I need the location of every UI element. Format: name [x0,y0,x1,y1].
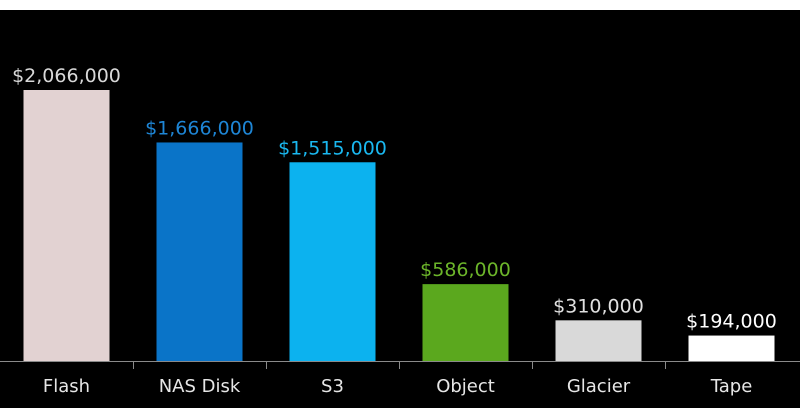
x-tick-label: Tape [710,376,753,397]
x-tick-label: Glacier [567,376,631,397]
data-label: $1,666,000 [145,117,254,139]
chart-panel: $2,066,000 Flash $1,666,000 NAS Disk $1,515,… [0,10,800,408]
bar-tape [688,335,775,361]
x-tick-label: Flash [43,376,90,397]
data-label: $2,066,000 [12,65,121,87]
x-tick-label: S3 [321,376,344,397]
bar-object [422,284,509,361]
bar-chart: $2,066,000 Flash $1,666,000 NAS Disk $1,515,… [0,65,800,397]
bar-nas-disk [156,142,243,361]
x-tick-label: Object [436,376,495,397]
bar-s3 [289,162,376,361]
data-label: $586,000 [420,259,511,281]
bar-flash [23,90,110,361]
data-label: $194,000 [686,311,777,333]
data-label: $1,515,000 [278,137,387,159]
bar-glacier [555,320,642,361]
data-label: $310,000 [553,295,644,317]
x-tick-label: NAS Disk [159,376,241,397]
